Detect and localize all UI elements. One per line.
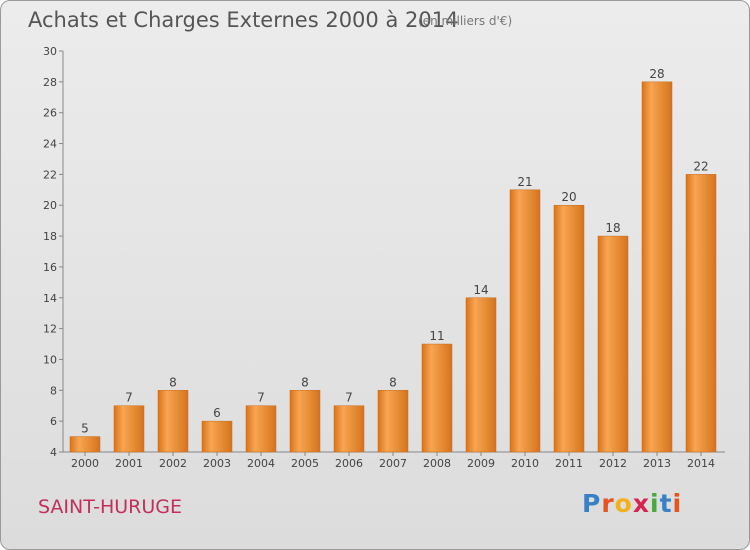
x-tick-label: 2009: [467, 457, 495, 470]
bar-value-label: 14: [473, 283, 488, 297]
bar: [245, 405, 277, 453]
y-tick-label: 28: [43, 76, 57, 89]
logo-letter: o: [614, 489, 633, 518]
x-axis: 2000 2001 2002 2003 2004 2005 2006 2007 2008 2009…: [63, 451, 725, 470]
proxiti-logo: Proxiti: [582, 489, 682, 518]
x-tick-label: 2002: [159, 457, 187, 470]
bar: [333, 405, 365, 453]
bar-value-label: 8: [389, 375, 397, 389]
y-tick-label: 22: [43, 168, 57, 181]
commune-name: SAINT-HURUGE: [38, 496, 182, 518]
logo-letter: i: [672, 489, 683, 518]
bar-value-label: 21: [517, 175, 532, 189]
x-tick-label: 2013: [643, 457, 671, 470]
chart-subtitle: (en milliers d'€): [418, 14, 513, 28]
bar: [289, 390, 321, 453]
logo-letter: t: [659, 489, 673, 518]
logo-letter: i: [650, 489, 660, 518]
bar: [201, 420, 233, 453]
x-tick-label: 2008: [423, 457, 451, 470]
y-axis: 4 6 8 10 12 14 16 18 20 22 24 26 28 30: [43, 45, 64, 459]
logo-letter: x: [632, 489, 650, 518]
chart-title: Achats et Charges Externes 2000 à 2014: [28, 8, 459, 32]
x-tick-label: 2000: [71, 457, 99, 470]
bar-value-label: 28: [649, 67, 664, 81]
y-tick-label: 12: [43, 323, 57, 336]
y-tick-label: 26: [43, 107, 57, 120]
logo-letter: r: [601, 489, 615, 518]
bar: [465, 297, 497, 453]
bar: [597, 235, 629, 453]
x-tick-label: 2005: [291, 457, 319, 470]
y-tick-label: 18: [43, 230, 57, 243]
bar-value-label: 7: [345, 391, 353, 405]
x-tick-label: 2001: [115, 457, 143, 470]
bars: 5 7 8 6 7 8 7 8 11 14 21 20 18 28 22: [69, 67, 717, 453]
bar-value-label: 20: [561, 190, 576, 204]
x-tick-label: 2010: [511, 457, 539, 470]
bar: [553, 204, 585, 453]
bar-value-label: 7: [257, 391, 265, 405]
y-tick-label: 10: [43, 353, 57, 366]
y-tick-label: 16: [43, 261, 57, 274]
bar-value-label: 7: [125, 391, 133, 405]
bar: [421, 343, 453, 453]
y-tick-label: 24: [43, 138, 57, 151]
x-tick-label: 2004: [247, 457, 275, 470]
logo-letter: P: [582, 489, 602, 518]
y-tick-label: 20: [43, 199, 57, 212]
bar-value-label: 5: [81, 422, 89, 436]
x-tick-label: 2014: [687, 457, 715, 470]
bar-value-label: 6: [213, 406, 221, 420]
y-tick-label: 6: [50, 415, 57, 428]
x-tick-label: 2012: [599, 457, 627, 470]
bar: [157, 390, 189, 453]
bar-value-label: 22: [693, 159, 708, 173]
y-tick-label: 30: [43, 45, 57, 58]
bar: [69, 436, 101, 453]
bar-value-label: 18: [605, 221, 620, 235]
x-tick-label: 2006: [335, 457, 363, 470]
x-tick-label: 2011: [555, 457, 583, 470]
y-tick-label: 4: [50, 446, 57, 459]
x-tick-label: 2003: [203, 457, 231, 470]
bar: [113, 405, 145, 453]
bar: [377, 390, 409, 453]
bar: [641, 81, 673, 453]
bar-value-label: 8: [169, 375, 177, 389]
y-tick-label: 14: [43, 292, 57, 305]
x-tick-label: 2007: [379, 457, 407, 470]
bar: [509, 189, 541, 453]
y-tick-label: 8: [50, 384, 57, 397]
bar: [685, 174, 717, 453]
bar-value-label: 11: [429, 329, 444, 343]
bar-value-label: 8: [301, 375, 309, 389]
